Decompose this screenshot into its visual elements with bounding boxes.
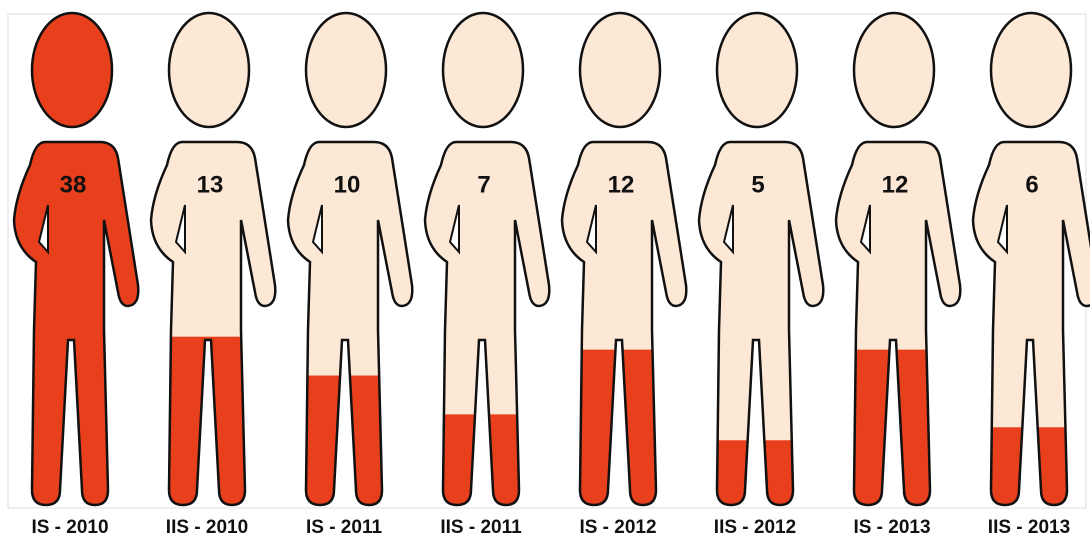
fill-level bbox=[151, 336, 276, 505]
body-outline bbox=[423, 140, 551, 507]
head-outline bbox=[30, 11, 114, 129]
body-outline bbox=[697, 140, 825, 507]
fill-level bbox=[836, 349, 961, 505]
head-outline bbox=[578, 11, 662, 129]
value-label: 5 bbox=[751, 171, 764, 198]
body-outline bbox=[286, 140, 414, 507]
arm-gap bbox=[585, 204, 597, 255]
head bbox=[169, 13, 249, 127]
head bbox=[306, 13, 386, 127]
body-outline bbox=[971, 140, 1090, 507]
head-outline bbox=[715, 11, 799, 129]
head bbox=[580, 13, 660, 127]
head bbox=[991, 13, 1071, 127]
head-outline bbox=[167, 11, 251, 129]
arm-gap bbox=[311, 204, 323, 255]
category-label: IS - 2012 bbox=[579, 517, 656, 538]
head-outline bbox=[304, 11, 388, 129]
value-label: 38 bbox=[60, 171, 87, 198]
arm-gap bbox=[859, 204, 871, 255]
value-label: 12 bbox=[608, 171, 635, 198]
figure: 7 IIS - 2011 bbox=[423, 11, 551, 538]
fill-level bbox=[14, 13, 139, 505]
head-outline bbox=[989, 11, 1073, 129]
arm-gap bbox=[174, 204, 186, 255]
figure: 38 IS - 2010 bbox=[12, 11, 140, 538]
category-label: IIS - 2010 bbox=[166, 517, 248, 538]
head-outline bbox=[852, 11, 936, 129]
value-label: 7 bbox=[477, 171, 490, 198]
fill-level bbox=[562, 349, 687, 505]
value-label: 10 bbox=[334, 171, 361, 198]
head bbox=[443, 13, 523, 127]
category-label: IS - 2013 bbox=[853, 517, 930, 538]
category-label: IS - 2010 bbox=[31, 517, 108, 538]
body-outline bbox=[560, 140, 688, 507]
head bbox=[854, 13, 934, 127]
arm-gap bbox=[996, 204, 1008, 255]
category-label: IIS - 2012 bbox=[714, 517, 796, 538]
head-outline bbox=[441, 11, 525, 129]
figure: 6 IIS - 2013 bbox=[971, 11, 1090, 538]
figure: 12 IS - 2012 bbox=[560, 11, 688, 538]
fill-level bbox=[699, 440, 824, 505]
head bbox=[717, 13, 797, 127]
arm-gap bbox=[448, 204, 460, 255]
fill-level bbox=[425, 414, 550, 505]
value-label: 13 bbox=[197, 171, 224, 198]
arm-gap bbox=[37, 204, 49, 255]
arm-gap bbox=[722, 204, 734, 255]
figure: 13 IIS - 2010 bbox=[149, 11, 277, 538]
fill-level bbox=[973, 427, 1090, 505]
fill-level bbox=[288, 375, 413, 505]
body-outline bbox=[12, 140, 140, 507]
value-label: 6 bbox=[1025, 171, 1038, 198]
figure: 12 IS - 2013 bbox=[834, 11, 962, 538]
figure: 5 IIS - 2012 bbox=[697, 11, 825, 538]
value-label: 12 bbox=[882, 171, 909, 198]
category-label: IS - 2011 bbox=[306, 517, 382, 538]
body-outline bbox=[149, 140, 277, 507]
category-label: IIS - 2013 bbox=[988, 517, 1070, 538]
body-outline bbox=[834, 140, 962, 507]
category-label: IIS - 2011 bbox=[440, 517, 522, 538]
figure: 10 IS - 2011 bbox=[286, 11, 414, 538]
